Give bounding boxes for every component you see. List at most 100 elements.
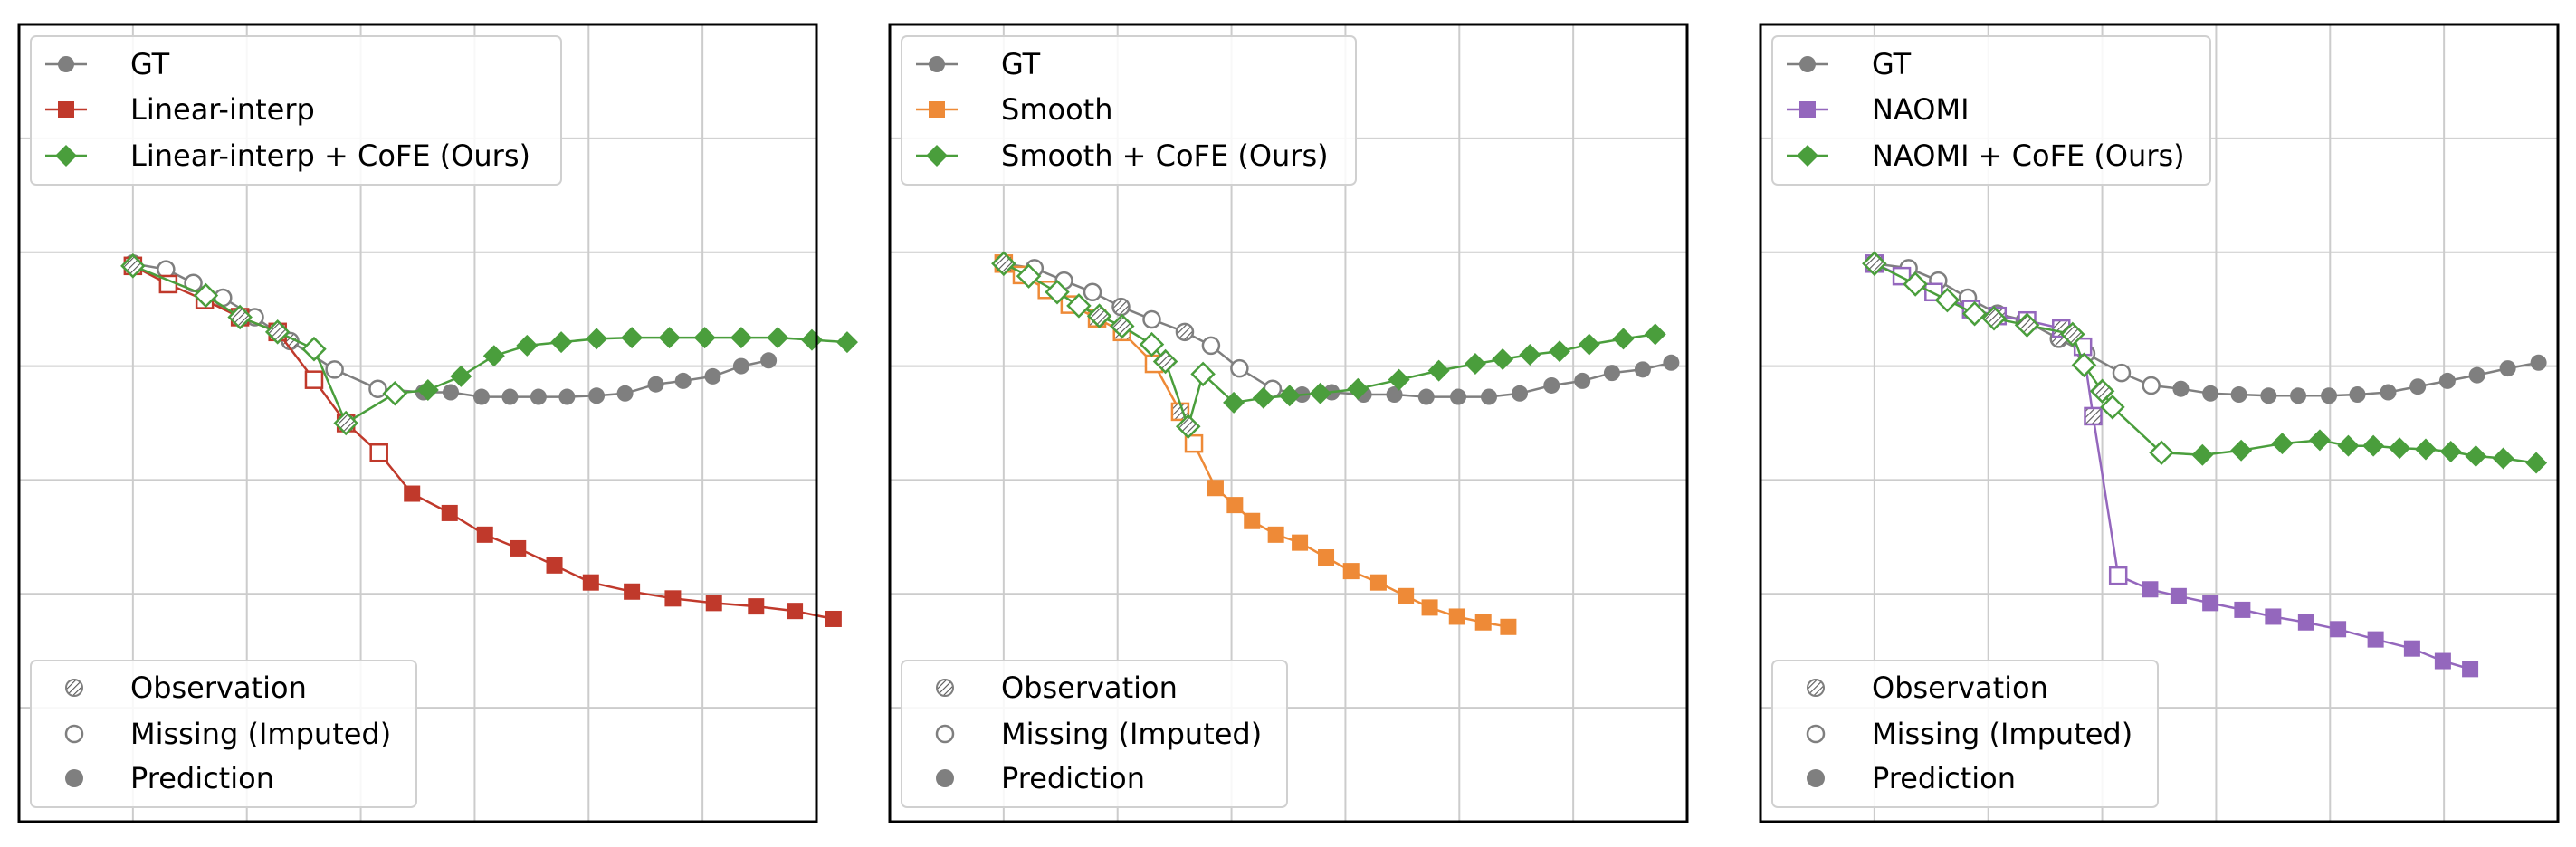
point-prediction [1318, 549, 1335, 566]
point-prediction [835, 331, 858, 354]
point-prediction [1398, 587, 1415, 604]
legend-entry-cofe: NAOMI + CoFE (Ours) [1787, 138, 2185, 173]
series-naomi [1865, 254, 2479, 678]
legend-label-gt: GT [1001, 47, 1041, 81]
point-prediction [450, 365, 472, 387]
point-prediction [2468, 366, 2485, 384]
point-observation [1862, 251, 1887, 277]
point-prediction [2465, 444, 2487, 467]
series-line [1003, 262, 1672, 398]
point-prediction [2170, 587, 2187, 604]
point-prediction [1309, 382, 1331, 404]
grid [18, 24, 817, 823]
point-prediction [442, 384, 459, 401]
legend-label-prediction: Prediction [1001, 761, 1145, 795]
point-prediction [1223, 391, 1245, 414]
legend-entry-missing: Missing (Imputed) [64, 717, 391, 751]
point-prediction [2499, 360, 2516, 377]
legend-marker-gt [929, 56, 945, 72]
point-missing [368, 379, 387, 398]
legend-label-gt: GT [1872, 47, 1912, 81]
point-prediction [1450, 388, 1467, 405]
point-prediction [2389, 437, 2411, 460]
point-prediction [1474, 614, 1492, 631]
legend-entry-prediction: Prediction [936, 761, 1145, 795]
point-missing [1903, 271, 1928, 297]
legend-marker-gt [58, 56, 74, 72]
point-prediction [1543, 376, 1560, 394]
point-prediction [693, 327, 716, 349]
point-missing [1045, 279, 1070, 305]
legend-marker-method [929, 101, 945, 118]
legend-label-prediction: Prediction [130, 761, 274, 795]
point-prediction [1417, 388, 1435, 405]
missing-marker-icon [1806, 724, 1826, 744]
point-missing [1184, 433, 1204, 453]
observation-marker-icon [65, 679, 83, 697]
series-cofe [1862, 251, 2548, 474]
point-prediction [2434, 652, 2451, 670]
point-prediction [1634, 361, 1651, 378]
point-prediction [441, 504, 458, 521]
legend-label-missing: Missing (Imputed) [1872, 717, 2132, 751]
point-missing [2108, 566, 2128, 585]
legend-marker-cofe [55, 145, 77, 167]
legend-entry-gt: GT [1787, 47, 1912, 81]
point-observation [2089, 378, 2115, 404]
plot-area [1862, 251, 2548, 678]
point-observation [1981, 305, 2007, 331]
point-missing [1190, 361, 1216, 387]
series-legend: GT Linear-interp Linear-interp + CoFE (O… [30, 35, 562, 186]
point-missing [1230, 358, 1249, 378]
missing-marker-icon [935, 724, 955, 744]
panel-3: GT NAOMI NAOMI + CoFE (Ours) Observation [1759, 23, 2560, 823]
legend-marker-cofe [926, 145, 948, 167]
point-prediction [2367, 631, 2384, 648]
point-missing [1961, 300, 1988, 327]
point-missing [382, 381, 408, 406]
point-observation [264, 319, 291, 345]
marker-legend: Observation Missing (Imputed) Prediction [30, 660, 417, 808]
point-prediction [705, 595, 722, 612]
point-prediction [732, 357, 749, 375]
panel-1: GT Linear-interp Linear-interp + CoFE (O… [17, 23, 858, 823]
point-prediction [800, 328, 823, 351]
point-prediction [664, 590, 682, 607]
point-prediction [2439, 440, 2462, 462]
point-prediction [2290, 387, 2307, 404]
legend-label-method: NAOMI [1872, 92, 1970, 127]
point-observation [1109, 313, 1135, 339]
point-prediction [588, 387, 606, 404]
point-prediction [1549, 340, 1571, 363]
point-prediction [1511, 385, 1528, 402]
observation-marker-icon [1807, 679, 1825, 697]
point-observation [333, 410, 358, 436]
legend-entry-observation: Observation [936, 671, 1178, 705]
point-missing [301, 336, 327, 362]
point-observation [1175, 414, 1201, 440]
point-prediction [704, 367, 721, 385]
legend-label-observation: Observation [1001, 671, 1178, 705]
point-prediction [1347, 377, 1369, 400]
point-missing [1066, 293, 1092, 319]
point-missing [1934, 287, 1961, 313]
point-observation [1175, 322, 1195, 342]
point-observation [1152, 348, 1178, 375]
point-missing [2071, 352, 2097, 378]
legend-entry-missing: Missing (Imputed) [935, 717, 1262, 751]
legend-entry-gt: GT [45, 47, 170, 81]
legend-label-gt: GT [130, 47, 170, 81]
series-line [1874, 262, 2471, 671]
point-prediction [582, 574, 599, 591]
legend-label-missing: Missing (Imputed) [1001, 717, 1262, 751]
point-prediction [1574, 372, 1591, 389]
point-prediction [546, 557, 563, 574]
point-missing [2142, 376, 2161, 395]
point-missing [2112, 363, 2132, 383]
point-prediction [2271, 433, 2294, 455]
legend-label-observation: Observation [1872, 671, 2048, 705]
legend-entry-prediction: Prediction [65, 761, 274, 795]
point-prediction [510, 539, 527, 557]
point-missing [1083, 282, 1102, 302]
point-prediction [1292, 534, 1309, 551]
